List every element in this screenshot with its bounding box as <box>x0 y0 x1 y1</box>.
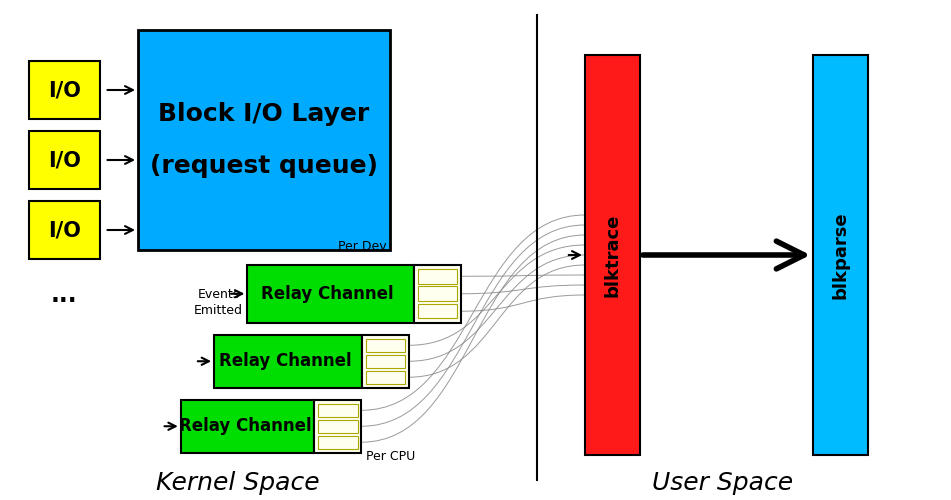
FancyBboxPatch shape <box>417 286 457 301</box>
FancyBboxPatch shape <box>29 131 100 188</box>
FancyBboxPatch shape <box>417 304 457 318</box>
FancyBboxPatch shape <box>247 265 415 322</box>
FancyBboxPatch shape <box>417 269 457 283</box>
FancyBboxPatch shape <box>29 201 100 259</box>
FancyBboxPatch shape <box>138 30 390 250</box>
Text: Relay Channel: Relay Channel <box>219 352 352 370</box>
Text: Events
Emitted: Events Emitted <box>194 288 243 316</box>
FancyBboxPatch shape <box>319 404 358 417</box>
Text: (request queue): (request queue) <box>150 154 378 178</box>
FancyBboxPatch shape <box>366 338 405 352</box>
Text: User Space: User Space <box>652 471 793 495</box>
Text: Relay Channel: Relay Channel <box>179 417 311 435</box>
Text: Relay Channel: Relay Channel <box>262 285 394 302</box>
FancyBboxPatch shape <box>319 436 358 449</box>
FancyBboxPatch shape <box>29 61 100 118</box>
Text: blktrace: blktrace <box>604 214 621 296</box>
Text: blkparse: blkparse <box>832 211 849 299</box>
Text: Block I/O Layer: Block I/O Layer <box>158 102 370 126</box>
FancyBboxPatch shape <box>415 265 461 322</box>
Text: Per CPU: Per CPU <box>366 450 416 462</box>
Text: Per Dev: Per Dev <box>338 240 386 252</box>
Text: ...: ... <box>51 283 77 307</box>
FancyBboxPatch shape <box>813 55 868 455</box>
FancyBboxPatch shape <box>366 354 405 368</box>
FancyBboxPatch shape <box>585 55 640 455</box>
FancyBboxPatch shape <box>362 335 409 388</box>
Text: I/O: I/O <box>48 220 81 240</box>
FancyBboxPatch shape <box>366 370 405 384</box>
FancyBboxPatch shape <box>214 335 362 388</box>
Text: I/O: I/O <box>48 80 81 100</box>
Text: Kernel Space: Kernel Space <box>156 471 320 495</box>
FancyBboxPatch shape <box>315 400 361 452</box>
FancyBboxPatch shape <box>181 400 315 452</box>
FancyBboxPatch shape <box>319 420 358 433</box>
Text: I/O: I/O <box>48 150 81 170</box>
